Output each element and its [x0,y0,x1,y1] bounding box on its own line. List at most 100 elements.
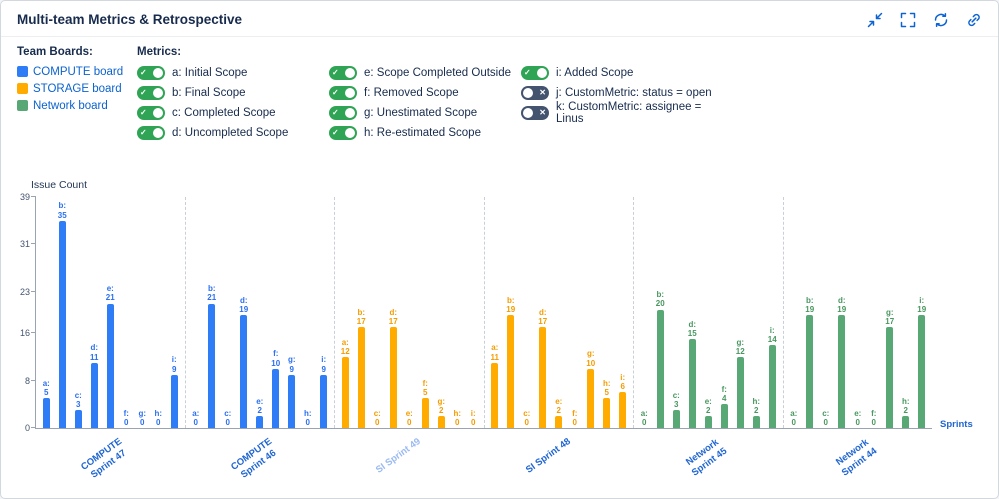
bar-f[interactable] [272,368,280,428]
toggle-knob [153,128,163,138]
bar-f[interactable] [421,398,429,428]
metric-label: k: CustomMetric: assignee = Linus [556,101,702,125]
chart-section: Issue Count 0 8 16 23 31 39 a: 5 b: 35 c: 3 d: 11 e: 21… [1,179,998,487]
bar-c[interactable] [74,410,82,428]
bar-slot: f: 10 [269,197,283,428]
sprint-axis-label-text: SI Sprint 48 [523,436,573,476]
bar-g[interactable] [886,327,894,428]
bar-slot: i: 6 [616,197,630,428]
toggle-knob [537,68,547,78]
bar-value-label: g: 10 [586,349,596,368]
bar-slot: b: 19 [803,197,817,428]
bar-value-label: i: 19 [917,296,927,315]
bar-a[interactable] [341,356,349,428]
bar-b[interactable] [806,315,814,428]
bar-value-label: e: 2 [555,396,563,415]
toggle-knob [345,108,355,118]
metric-toggle[interactable]: ✓ [329,66,357,80]
bar-b[interactable] [58,220,66,428]
metric-label: h: Re-estimated Scope [364,127,481,139]
bar-b[interactable] [507,315,515,428]
bar-d[interactable] [90,362,98,428]
bar-b[interactable] [208,303,216,428]
collapse-button[interactable] [866,11,883,28]
bar-slot: c: 3 [71,197,85,428]
link-button[interactable] [965,11,982,28]
bar-slot: h: 0 [450,197,464,428]
board-link[interactable]: Network board [33,99,108,112]
metric-toggle[interactable]: ✓ [329,106,357,120]
y-tick-label: 39 [19,192,30,202]
bar-g[interactable] [736,356,744,428]
bar-a[interactable] [42,398,50,428]
bar-d[interactable] [539,327,547,428]
metrics-column: ✓ e: Scope Completed Outside ✓ f: Removed S… [329,63,521,143]
bar-slot: g: 9 [285,197,299,428]
bar-slot: a: 0 [637,197,651,428]
metric-toggle[interactable]: ✓ [137,126,165,140]
metric-label: g: Unestimated Scope [364,107,478,119]
bar-d[interactable] [389,327,397,428]
bar-d[interactable] [240,315,248,428]
bar-slot: i: 14 [765,197,779,428]
bar-slot: d: 15 [685,197,699,428]
bar-d[interactable] [838,315,846,428]
metric-toggle[interactable]: ✓ [137,66,165,80]
board-link[interactable]: COMPUTE board [33,65,124,78]
metric-label: i: Added Scope [556,67,634,79]
metric-toggle[interactable]: ✓ [329,86,357,100]
y-tick-mark [31,196,36,197]
bar-i[interactable] [619,392,627,428]
bar-e[interactable] [704,416,712,428]
metric-toggle[interactable]: ✕ [521,86,549,100]
fullscreen-button[interactable] [899,11,916,28]
bar-i[interactable] [918,315,926,428]
metric-item: ✓ g: Unestimated Scope [329,103,521,123]
bar-h[interactable] [603,398,611,428]
bar-f[interactable] [720,404,728,428]
bar-slot: c: 0 [819,197,833,428]
metric-label: e: Scope Completed Outside [364,67,512,79]
bar-slot: h: 2 [749,197,763,428]
bar-g[interactable] [587,368,595,428]
bar-h[interactable] [902,416,910,428]
metric-toggle[interactable]: ✓ [137,86,165,100]
bar-c[interactable] [672,410,680,428]
bar-h[interactable] [752,416,760,428]
fullscreen-icon [900,12,915,27]
bar-value-label: b: 17 [356,307,366,327]
metric-toggle[interactable]: ✓ [329,126,357,140]
bar-slot: c: 3 [669,197,683,428]
bar-value-label: c: 3 [672,390,680,410]
bar-e[interactable] [256,416,264,428]
metric-item: ✕ j: CustomMetric: status = open [521,83,713,103]
bar-slot: h: 0 [151,197,165,428]
metric-toggle[interactable]: ✓ [521,66,549,80]
bar-value-label: g: 9 [287,355,296,374]
refresh-button[interactable] [932,11,949,28]
bar-groups: a: 5 b: 35 c: 3 d: 11 e: 21 f: 0 g: 0 h: 0 i: 9 a: 0 b: 21 c: 0… [36,197,932,428]
bar-slot: i: 9 [317,197,331,428]
bar-slot: e: 21 [103,197,117,428]
metric-toggle[interactable]: ✓ [137,106,165,120]
bar-b[interactable] [357,327,365,428]
legend-section: Team Boards: COMPUTE board STORAGE board N… [1,37,998,143]
bar-g[interactable] [288,374,296,428]
toggle-knob [153,88,163,98]
bar-g[interactable] [437,416,445,428]
bar-slot: d: 19 [835,197,849,428]
bar-i[interactable] [170,374,178,428]
bar-i[interactable] [768,345,776,428]
bar-a[interactable] [491,362,499,428]
bar-value-label: h: 2 [752,396,761,415]
bar-b[interactable] [656,309,664,428]
board-link[interactable]: STORAGE board [33,82,122,95]
bar-d[interactable] [688,339,696,428]
check-icon: ✓ [140,108,147,117]
check-icon: ✓ [140,68,147,77]
bar-value-label: e: 0 [405,408,413,427]
bar-e[interactable] [555,416,563,428]
bar-i[interactable] [320,374,328,428]
bar-e[interactable] [106,303,114,428]
metric-toggle[interactable]: ✕ [521,106,549,120]
